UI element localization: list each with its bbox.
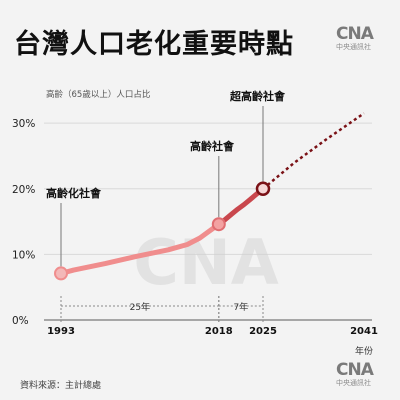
x-axis-label: 年份 (355, 345, 373, 357)
series-line-projected (262, 112, 365, 190)
milestone-label: 超高齡社會 (229, 89, 286, 103)
x-tick-label: 1993 (47, 326, 75, 337)
interval-label: 7年 (234, 301, 249, 313)
cna-logo-footer: CNA 中央通訊社 (336, 360, 396, 387)
y-tick-label: 10% (12, 249, 35, 261)
y-tick-label: 0% (12, 315, 29, 327)
x-tick-label: 2041 (350, 326, 378, 337)
logo-subtitle: 中央通訊社 (336, 43, 371, 51)
series-line-actual-recent (216, 186, 266, 227)
cna-logo: CNA 中央通訊社 (336, 24, 396, 51)
y-axis-label: 高齡（65歲以上）人口占比 (46, 89, 150, 100)
milestone-point (211, 217, 226, 232)
y-tick-label: 20% (12, 184, 35, 196)
page-title: 台灣人口老化重要時點 (14, 29, 294, 60)
series-line-actual (58, 221, 222, 276)
watermark-logo: CNA (133, 226, 278, 299)
interval-label: 25年 (130, 301, 150, 313)
milestone-point (54, 266, 68, 281)
source-note: 資料來源：主計總處 (20, 381, 102, 391)
y-tick-label: 30% (12, 118, 35, 130)
logo-mark: CNA (336, 24, 374, 44)
x-tick-label: 2025 (249, 326, 277, 337)
logo-footer-mark: CNA (336, 360, 374, 380)
milestone-label: 高齡化社會 (46, 186, 102, 200)
milestone-label: 高齡社會 (190, 139, 235, 153)
x-tick-label: 2018 (205, 326, 233, 337)
logo-footer-subtitle: 中央通訊社 (336, 379, 371, 387)
milestone-point (255, 181, 271, 196)
